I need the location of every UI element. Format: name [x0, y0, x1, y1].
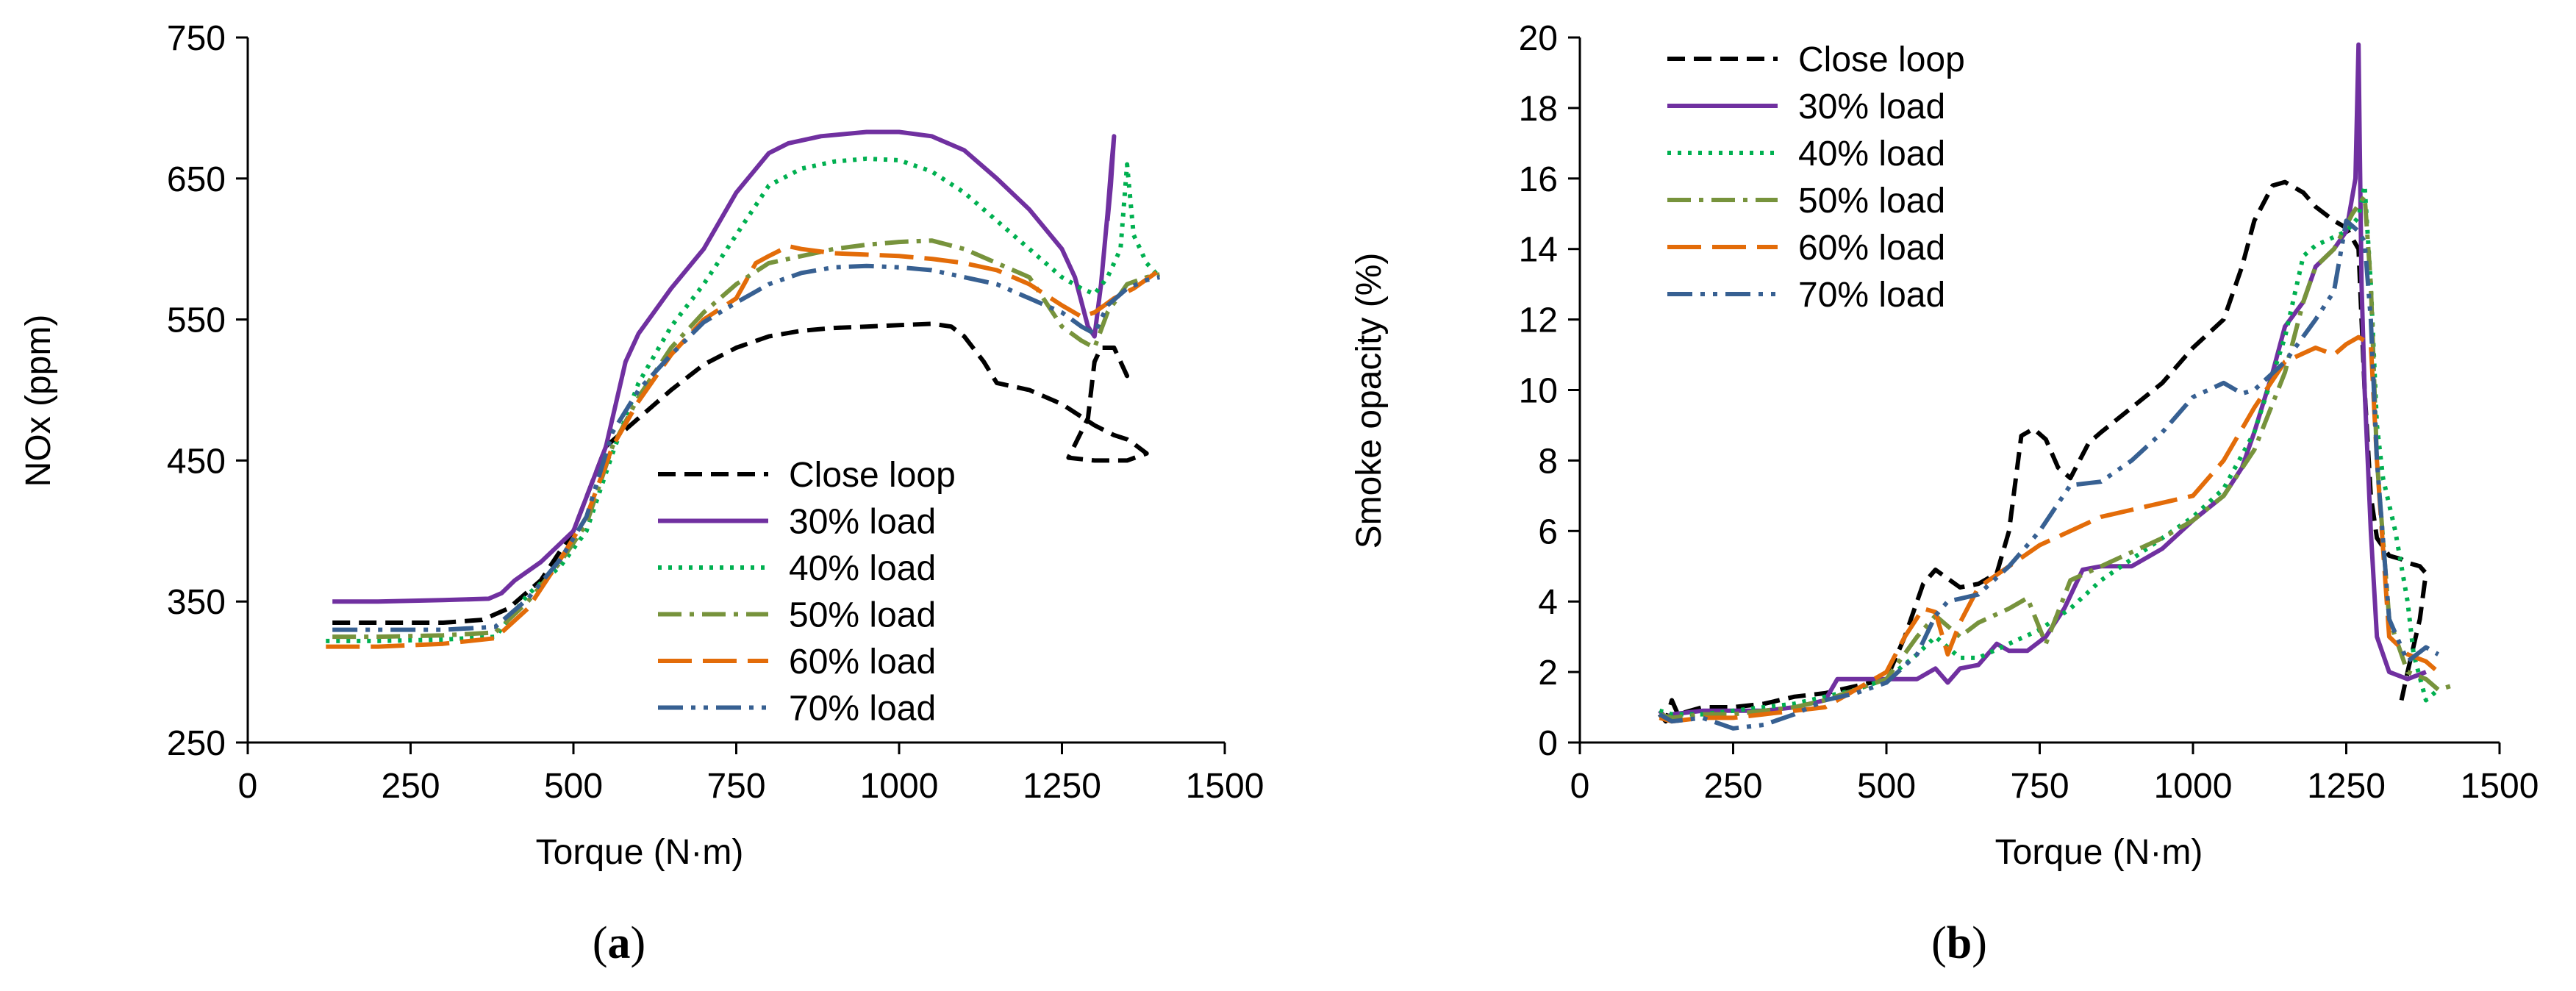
panel-a-legend-label: 30% load — [789, 503, 936, 542]
panel-b-series-line-70-load — [1658, 218, 2440, 731]
panel-a-legend-label: 50% load — [789, 596, 936, 635]
panel-b-y-tick-label: 10 — [1519, 372, 1558, 411]
panel-b-series-line-60-load — [1659, 334, 2440, 724]
panel-a-x-axis-title: Torque (N·m) — [536, 833, 744, 872]
panel-b-x-tick-label: 1000 — [2154, 767, 2233, 806]
panel-a-x-tick-label: 500 — [544, 767, 603, 806]
panel-a-series-line-30-load — [332, 129, 1117, 604]
panel-a-series-line-70-load — [332, 263, 1161, 632]
panel-a-legend-label: Close loop — [789, 456, 956, 495]
panel-b-y-tick-label: 18 — [1519, 90, 1558, 129]
panel-b-legend-label: Close loop — [1798, 40, 1965, 79]
panel-b-axes: 0 250 500 750 1000 1250 1500 0 2 4 6 8 10 12 14 16 18 20 — [1519, 19, 2539, 806]
panel-a-y-tick-label: 250 — [167, 724, 226, 763]
panel-b-y-tick-label: 20 — [1519, 19, 1558, 58]
panel-b-label: (b) — [1931, 918, 1987, 968]
panel-b-y-tick-label: 6 — [1538, 512, 1558, 551]
panel-b-x-tick-label: 0 — [1570, 767, 1590, 806]
panel-a-y-tick-label: 750 — [167, 19, 226, 58]
panel-a-legend-label: 60% load — [789, 643, 936, 681]
panel-a-axes: 0 250 500 750 1000 1250 1500 250 350 450 550 650 750 — [167, 19, 1264, 806]
panel-a-x-tick-label: 0 — [238, 767, 258, 806]
panel-b-legend: Close loop 30% load 40% load 50% load 60% lo… — [1667, 40, 1965, 315]
panel-b-plot-area — [1658, 42, 2452, 731]
panel-b-legend-label: 50% load — [1798, 182, 1945, 221]
panel-a-plot-area — [326, 129, 1162, 649]
panel-a-x-tick-label: 1500 — [1186, 767, 1264, 806]
panel-b-chart: 0 250 500 750 1000 1250 150002468101214161820 … — [1350, 19, 2539, 968]
panel-b-x-tick-label: 250 — [1703, 767, 1762, 806]
panel-a-series-line-40-load — [326, 156, 1162, 643]
panel-b-y-tick-label: 2 — [1538, 654, 1558, 693]
panel-b-x-tick-label: 750 — [2010, 767, 2069, 806]
panel-a-legend: Close loop 30% load 40% load 50% load 60% lo… — [658, 456, 956, 729]
panel-b-legend-label: 70% load — [1798, 276, 1945, 315]
panel-a-legend-label: 40% load — [789, 549, 936, 588]
panel-b-y-tick-label: 4 — [1538, 583, 1558, 622]
panel-b-x-axis-title: Torque (N·m) — [1995, 833, 2203, 872]
panel-b-x-tick-label: 1500 — [2461, 767, 2539, 806]
panel-a-x-tick-label: 1000 — [860, 767, 939, 806]
panel-b-legend-label: 40% load — [1798, 135, 1945, 173]
panel-b-y-tick-label: 0 — [1538, 724, 1558, 763]
panel-b-legend-label: 60% load — [1798, 229, 1945, 268]
panel-a-x-tick-label: 250 — [381, 767, 440, 806]
panel-a-y-tick-label: 350 — [167, 583, 226, 622]
panel-a-chart: 0 250 500 750 1000 1250 1500 250 350 450 550 650 750… — [19, 19, 1264, 968]
panel-a-x-tick-label: 1250 — [1023, 767, 1101, 806]
panel-b-x-tick-label: 500 — [1857, 767, 1916, 806]
panel-b-series-line-50-load — [1659, 193, 2452, 720]
panel-a-y-tick-label: 550 — [167, 301, 226, 340]
panel-a-legend-label: 70% load — [789, 690, 936, 729]
panel-b-series-line-30-load — [1658, 42, 2427, 720]
panel-a-series-line-60-load — [326, 243, 1162, 649]
panel-a-y-tick-label: 650 — [167, 160, 226, 199]
panel-b-y-axis-title: Smoke opacity (%) — [1350, 253, 1389, 549]
panel-a-y-tick-label: 450 — [167, 442, 226, 481]
panel-a-label: (a) — [593, 918, 645, 968]
panel-a-y-axis-title: NOx (ppm) — [19, 315, 58, 487]
panel-b-legend-label: 30% load — [1798, 87, 1945, 126]
panel-b-x-tick-label: 1250 — [2307, 767, 2386, 806]
panel-a-x-tick-label: 750 — [706, 767, 765, 806]
panel-b-y-tick-label: 8 — [1538, 442, 1558, 481]
panel-b-y-tick-label: 12 — [1519, 301, 1558, 340]
panel-b-y-tick-label: 16 — [1519, 160, 1558, 199]
panel-b-y-tick-label: 14 — [1519, 231, 1558, 270]
